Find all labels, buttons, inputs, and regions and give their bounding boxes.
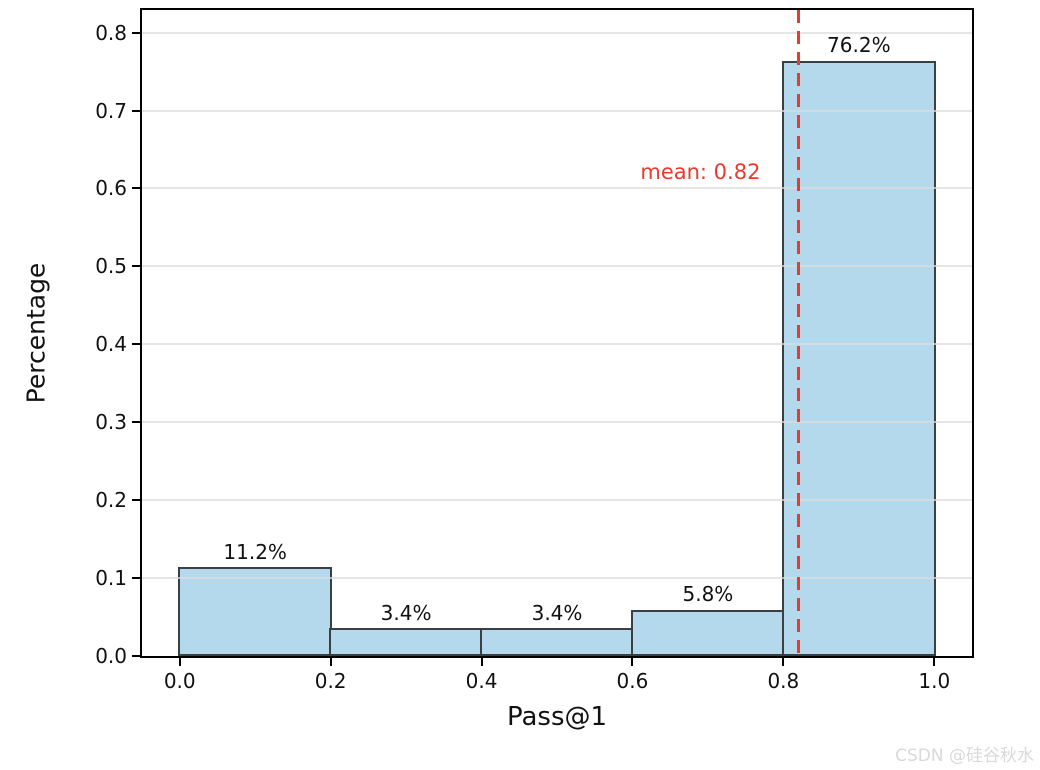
mean-line — [796, 10, 801, 656]
x-tick-label: 0.4 — [465, 669, 498, 693]
x-tick-mark — [631, 658, 634, 666]
bar-value-label: 3.4% — [380, 600, 432, 625]
x-tick-label: 0.0 — [163, 669, 196, 693]
y-tick-label: 0.6 — [95, 176, 127, 201]
bar-value-label: 11.2% — [223, 539, 287, 564]
y-tick-label: 0.1 — [95, 566, 127, 591]
y-tick-mark — [132, 109, 140, 112]
mean-label: mean: 0.82 — [640, 160, 761, 184]
x-tick-label: 0.2 — [314, 669, 347, 693]
y-tick-mark — [132, 655, 140, 657]
watermark: CSDN @硅谷秋水 — [895, 746, 1034, 766]
y-tick-mark — [132, 499, 140, 502]
x-tick-label: 1.0 — [918, 669, 951, 693]
bar-value-label: 5.8% — [682, 581, 734, 606]
x-tick-label: 0.8 — [767, 669, 800, 693]
y-tick-mark — [132, 343, 140, 346]
histogram-bar — [782, 60, 936, 656]
bar-value-label: 76.2% — [827, 33, 891, 58]
y-tick-label: 0.0 — [95, 644, 127, 668]
histogram-bar — [480, 628, 634, 656]
x-tick-mark — [178, 658, 181, 666]
histogram-bar — [178, 567, 332, 656]
y-tick-label: 0.4 — [95, 332, 127, 357]
x-tick-mark — [933, 658, 936, 666]
y-tick-mark — [132, 265, 140, 268]
histogram-bar — [329, 628, 483, 656]
histogram-bar — [631, 609, 785, 656]
y-tick-label: 0.5 — [95, 254, 127, 279]
x-tick-label: 0.6 — [616, 669, 649, 693]
plot-area: 11.2% 3.4% 3.4% 5.8% 76.2% mean: 0.82 — [140, 8, 974, 658]
y-tick-label: 0.3 — [95, 410, 127, 435]
y-tick-label: 0.8 — [95, 20, 127, 45]
y-tick-mark — [132, 421, 140, 424]
x-axis-label: Pass@1 — [506, 702, 608, 732]
y-tick-label: 0.2 — [95, 488, 127, 513]
y-tick-mark — [132, 187, 140, 190]
y-tick-label: 0.7 — [95, 98, 127, 123]
x-tick-mark — [480, 658, 483, 666]
bar-value-label: 3.4% — [531, 600, 583, 625]
x-tick-mark — [329, 658, 332, 666]
y-tick-mark — [132, 31, 140, 34]
y-tick-mark — [132, 577, 140, 580]
x-tick-mark — [782, 658, 785, 666]
